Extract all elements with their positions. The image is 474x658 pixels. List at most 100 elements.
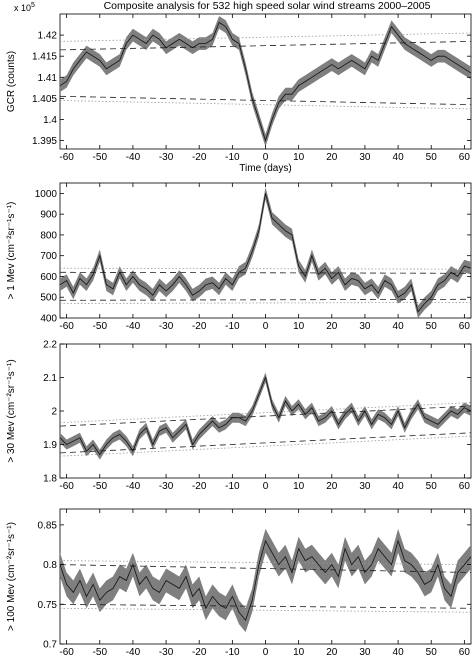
p30mev-xtick-label: 0 [263,481,269,492]
gcr-xtick-label: 40 [393,152,405,163]
p1mev-xtick-label: 20 [326,321,338,332]
gcr-xtick-label: -20 [192,152,207,163]
p1mev-ytick-label: 1000 [35,189,58,200]
gcr-xtick-label: 20 [326,152,338,163]
p1mev-plot-frame [59,182,472,319]
p100mev-xtick-label: 50 [426,647,438,658]
gcr-mean-line [59,21,472,142]
gcr-ytick-label: 1.42 [38,31,58,42]
gcr-xtick-label: 30 [359,152,371,163]
p30mev-xtick-label: -50 [93,481,108,492]
p1mev-upper-dashed-line [59,271,472,274]
gcr-xtick-label: -10 [225,152,240,163]
p30mev-xtick-label: 60 [459,481,471,492]
p1mev-xtick-label: -60 [59,321,74,332]
p100mev-xtick-label: -50 [93,647,108,658]
p100mev-xtick-label: -20 [192,647,207,658]
p30mev-ytick-label: 2.2 [43,340,57,351]
p100mev-upper-dashed-line [59,564,472,573]
p1mev-xtick-label: -20 [192,321,207,332]
gcr-ytick-label: 1.4 [43,115,57,126]
p30mev-ytick-label: 1.8 [43,474,57,485]
p100mev-xtick-label: -60 [59,647,74,658]
gcr-exponent-base: x 10 [14,3,32,13]
p100mev-xtick-label: 0 [263,647,269,658]
p100mev-xtick-label: -40 [126,647,141,658]
p1mev-xtick-label: -50 [93,321,108,332]
gcr-exponent-power: 5 [31,2,35,9]
p1mev-xtick-label: 60 [459,321,471,332]
p100mev-xtick-label: -10 [225,647,240,658]
gcr-ytick-label: 1.415 [32,52,57,63]
gcr-xtick-label: 50 [426,152,438,163]
p30mev-ytick-label: 1.9 [43,440,57,451]
p100mev-xtick-label: 20 [326,647,338,658]
gcr-xtick-label: 10 [293,152,305,163]
p30mev-ytick-label: 2 [51,407,57,418]
figure-title: Composite analysis for 532 high speed so… [103,0,431,12]
p100mev-xtick-label: 60 [459,647,471,658]
p100mev-ytick-label: 0.85 [38,520,58,531]
gcr-xtick-label: -40 [126,152,141,163]
p100mev-xtick-label: 10 [293,647,305,658]
p100mev-mean-line [59,539,472,622]
p30mev-xtick-label: -30 [159,481,174,492]
gcr-ytick-label: 1.405 [32,94,57,105]
p1mev-xtick-label: 30 [359,321,371,332]
p1mev-mean-line [59,193,472,313]
p1mev-y-axis-label: > 1 Mev (cm⁻²sr⁻¹s⁻¹) [6,202,17,300]
gcr-xtick-label: -50 [93,152,108,163]
p30mev-lower-dashed-line [59,432,472,454]
gcr-ytick-label: 1.395 [32,136,57,147]
p30mev-xtick-label: -40 [126,481,141,492]
p1mev-ytick-label: 500 [40,293,57,304]
gcr-plot-frame [59,13,472,150]
p1mev-ytick-label: 400 [40,314,57,325]
p30mev-xtick-label: 30 [359,481,371,492]
p1mev-xtick-label: 40 [393,321,405,332]
p1mev-xtick-label: -40 [126,321,141,332]
gcr-exponent-label: x 105 [14,2,35,13]
p30mev-plot-frame [59,343,472,479]
p100mev-xtick-label: 30 [359,647,371,658]
p1mev-lower-dashed-line [59,298,472,301]
p1mev-xtick-label: -30 [159,321,174,332]
p30mev-xtick-label: 50 [426,481,438,492]
gcr-xtick-label: -60 [59,152,74,163]
p30mev-xtick-label: -10 [225,481,240,492]
p1mev-ytick-label: 600 [40,272,57,283]
p100mev-xtick-label: 40 [393,647,405,658]
p1mev-ytick-label: 800 [40,230,57,241]
p30mev-mean-line [59,376,472,456]
p30mev-upper-dashed-line [59,405,472,427]
p100mev-ytick-label: 0.75 [38,600,58,611]
gcr-xtick-label: -30 [159,152,174,163]
gcr-y-axis-label: GCR (counts) [6,51,17,112]
p100mev-confidence-band [60,528,471,633]
p30mev-ytick-label: 2.1 [43,373,57,384]
p30mev-xtick-label: 40 [393,481,405,492]
p30mev-xtick-label: 10 [293,481,305,492]
gcr-ytick-label: 1.41 [38,73,58,84]
p100mev-lower-dashed-line [59,603,472,609]
p30mev-xtick-label: -60 [59,481,74,492]
gcr-confidence-band [60,16,471,147]
p1mev-xtick-label: 50 [426,321,438,332]
gcr-lower-dashed-line [59,95,472,106]
p100mev-xtick-label: -30 [159,647,174,658]
p1mev-ytick-label: 900 [40,210,57,221]
p30mev-xtick-label: 20 [326,481,338,492]
p30mev-xtick-label: -20 [192,481,207,492]
gcr-upper-dashed-line [59,41,472,51]
gcr-x-axis-label: Time (days) [239,163,291,174]
p100mev-y-axis-label: > 100 Mev (cm⁻²sr⁻¹s⁻¹) [6,522,17,631]
gcr-xtick-label: 60 [459,152,471,163]
p1mev-xtick-label: 10 [293,321,305,332]
p1mev-confidence-band [60,187,471,318]
p1mev-xtick-label: 0 [263,321,269,332]
p30mev-y-axis-label: > 30 Mev (cm⁻²sr⁻¹s⁻¹) [6,359,17,462]
p1mev-ytick-label: 700 [40,251,57,262]
p1mev-xtick-label: -10 [225,321,240,332]
p100mev-ytick-label: 0.7 [43,640,57,651]
p100mev-ytick-label: 0.8 [43,560,57,571]
